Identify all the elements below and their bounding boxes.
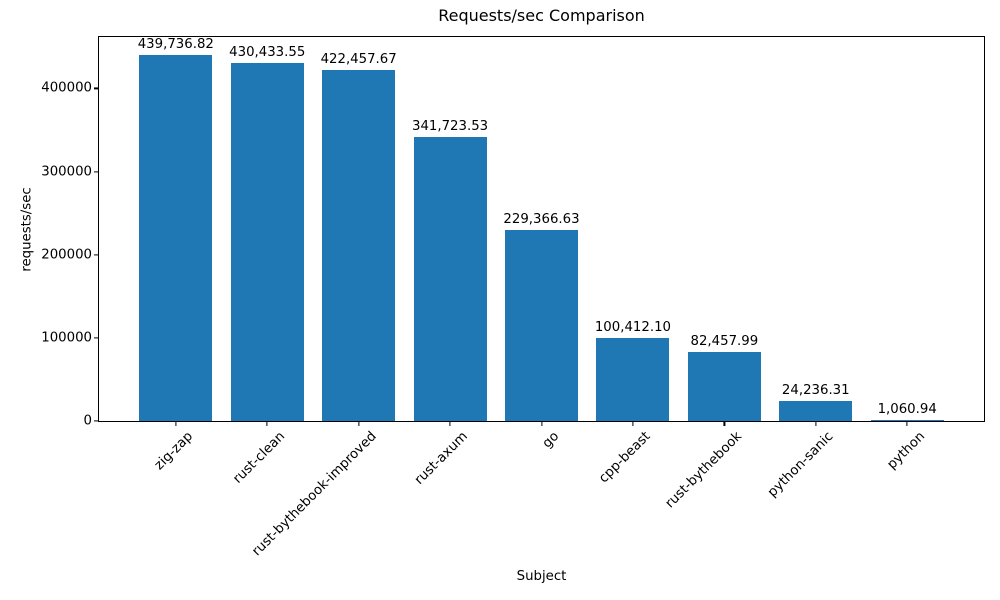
y-tick-label: 200000 bbox=[41, 247, 92, 263]
bar-value-label: 341,723.53 bbox=[411, 118, 489, 134]
bar bbox=[230, 63, 304, 421]
y-tick-label: 0 bbox=[83, 413, 92, 429]
x-tick-mark bbox=[723, 422, 725, 426]
bar-value-label: 82,457.99 bbox=[690, 334, 759, 350]
y-tick-label: 400000 bbox=[41, 80, 92, 96]
y-tick-label: 300000 bbox=[41, 164, 92, 179]
y-tick-mark bbox=[94, 420, 98, 422]
y-tick-mark bbox=[94, 87, 98, 89]
bar-value-label: 430,433.55 bbox=[229, 45, 306, 61]
x-tick-label: go bbox=[539, 429, 563, 452]
x-tick-label: python-sanic bbox=[765, 429, 837, 501]
y-tick-label: 100000 bbox=[41, 330, 92, 346]
bar bbox=[870, 420, 944, 421]
bar bbox=[139, 55, 213, 421]
x-tick-label: rust-clean bbox=[230, 429, 288, 487]
x-tick-label: rust-axum bbox=[411, 429, 471, 488]
x-tick-mark bbox=[358, 422, 360, 426]
bar bbox=[504, 230, 579, 421]
x-tick-mark bbox=[175, 422, 177, 426]
bar bbox=[596, 337, 670, 421]
x-tick-label: rust-bythebook bbox=[662, 429, 745, 512]
x-tick-mark bbox=[815, 422, 817, 426]
x-tick-mark bbox=[449, 422, 451, 426]
bar bbox=[322, 69, 396, 421]
y-tick-mark bbox=[94, 170, 98, 173]
chart-title: Requests/sec Comparison bbox=[438, 6, 645, 25]
x-tick-mark bbox=[632, 422, 634, 426]
y-tick-mark bbox=[94, 337, 98, 339]
bar-value-label: 229,366.63 bbox=[503, 212, 580, 228]
bar bbox=[413, 136, 487, 421]
bar-value-label: 1,060.94 bbox=[877, 402, 937, 418]
y-axis-label-wrap: requests/sec bbox=[13, 36, 41, 422]
bar-value-label: 439,736.82 bbox=[137, 37, 214, 53]
bar bbox=[779, 400, 853, 421]
bar-value-label: 100,412.10 bbox=[594, 319, 671, 335]
x-tick-mark bbox=[540, 422, 543, 426]
x-axis-label: Subject bbox=[516, 569, 567, 584]
bar-value-label: 422,457.67 bbox=[320, 51, 397, 67]
plot-area: 439,736.82 zig-zap 430,433.55 rust-clean 422… bbox=[41, 36, 985, 559]
y-axis-label: requests/sec bbox=[19, 186, 35, 272]
y-tick-mark bbox=[94, 254, 98, 256]
x-tick-label: python bbox=[884, 429, 928, 473]
x-tick-mark bbox=[906, 422, 908, 426]
x-tick-mark bbox=[266, 422, 268, 426]
x-tick-label: cpp-beast bbox=[596, 429, 654, 487]
bar-value-label: 24,236.31 bbox=[781, 382, 850, 398]
x-tick-label: zig-zap bbox=[152, 429, 197, 474]
bar bbox=[687, 352, 761, 421]
